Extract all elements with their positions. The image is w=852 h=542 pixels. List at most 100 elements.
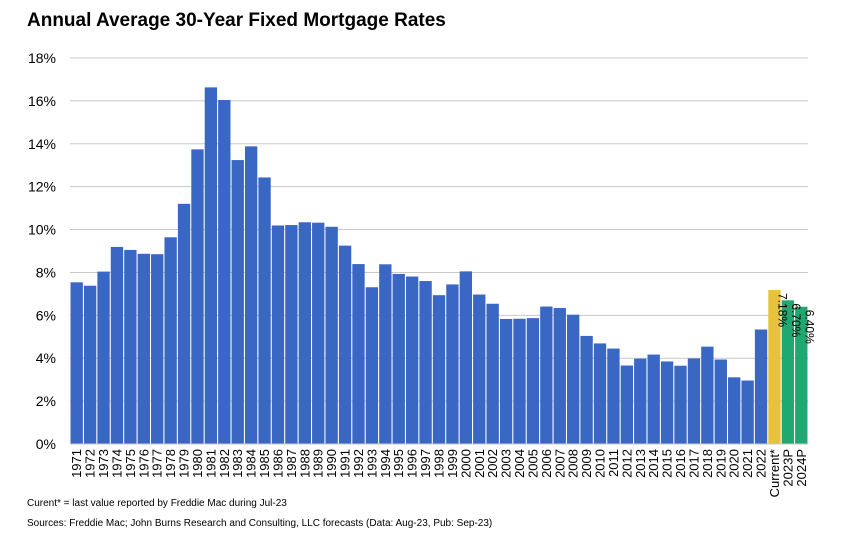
x-tick-label: 1990 [324, 449, 339, 478]
bar-2012 [620, 365, 634, 444]
bar-2019 [714, 359, 727, 444]
sources-note: Sources: Freddie Mac; John Burns Researc… [27, 518, 493, 529]
y-tick-label: 10% [28, 222, 56, 238]
x-tick-label: Current* [767, 449, 782, 497]
y-tick-label: 16% [28, 93, 56, 109]
x-tick-label: 2012 [619, 449, 634, 478]
bar-2007 [553, 308, 566, 444]
bar-2022 [754, 329, 768, 444]
x-tick-label: 1972 [83, 449, 98, 478]
bar-1995 [392, 273, 405, 444]
bar-1972 [83, 285, 97, 444]
y-tick-label: 12% [28, 179, 56, 195]
bar-2011 [607, 348, 620, 444]
x-tick-label: 1987 [284, 449, 299, 478]
y-tick-label: 6% [36, 307, 56, 323]
y-tick-label: 0% [36, 436, 56, 452]
x-tick-label: 2003 [499, 449, 514, 478]
x-tick-label: 1997 [418, 449, 433, 478]
bar-1997 [419, 281, 432, 444]
x-tick-label: 2004 [512, 449, 527, 478]
bar-1989 [312, 222, 325, 444]
bar-1971 [70, 282, 83, 444]
x-tick-label: 2020 [727, 449, 742, 478]
bar-2005 [526, 318, 540, 444]
x-tick-label: 2001 [472, 449, 487, 478]
chart-title: Annual Average 30-Year Fixed Mortgage Ra… [27, 10, 446, 31]
bars [70, 87, 808, 444]
bar-1982 [218, 100, 231, 444]
x-tick-label: 1992 [351, 449, 366, 478]
bar-2013 [634, 358, 647, 444]
y-tick-label: 18% [28, 50, 56, 66]
bar-1978 [164, 237, 177, 444]
bar-1979 [177, 203, 191, 444]
bar-1980 [191, 149, 204, 444]
x-tick-label: 1993 [364, 449, 379, 478]
bar-1992 [352, 264, 365, 444]
bar-2004 [513, 318, 526, 444]
x-tick-label: 2014 [646, 449, 661, 478]
bar-1973 [97, 271, 110, 444]
bar-1981 [204, 87, 218, 444]
x-tick-label: 2016 [673, 449, 688, 478]
y-tick-label: 2% [36, 393, 56, 409]
x-tick-label: 2009 [579, 449, 594, 478]
bar-2023p [781, 300, 795, 444]
bar-1998 [432, 295, 446, 444]
data-label: 7.18% [775, 293, 789, 327]
x-tick-label: 2018 [700, 449, 715, 478]
x-tick-label: 2024P [794, 449, 809, 487]
bar-1983 [231, 160, 244, 444]
data-labels: 7.18% 6.70% 6.40% [775, 293, 816, 344]
x-tick-label: 1971 [69, 449, 84, 478]
bar-2009 [580, 335, 593, 444]
y-axis-ticks: 0% 2% 4% 6% 8% 10% 12% 14% 16% 18% [28, 50, 56, 452]
data-label: 6.40% [802, 310, 816, 344]
x-tick-label: 1999 [445, 449, 460, 478]
x-tick-label: 2007 [552, 449, 567, 478]
bar-2003 [499, 318, 513, 444]
bar-1996 [405, 276, 419, 444]
bar-1999 [446, 284, 459, 444]
x-tick-label: 1995 [391, 449, 406, 478]
bar-1991 [338, 245, 352, 444]
x-tick-label: 1980 [190, 449, 205, 478]
bar-1993 [365, 287, 379, 444]
x-tick-label: 1981 [203, 449, 218, 478]
x-tick-label: 1989 [311, 449, 326, 478]
bar-2001 [473, 294, 486, 444]
x-tick-label: 2021 [740, 449, 755, 478]
bar-2018 [701, 346, 714, 444]
bar-1976 [137, 253, 150, 444]
bar-2000 [459, 271, 473, 444]
x-axis-ticks: 1971197219731974197519761977197819791980… [69, 449, 809, 497]
x-tick-label: 1979 [177, 449, 192, 478]
bar-current [768, 290, 781, 444]
x-tick-label: 1985 [257, 449, 272, 478]
bar-2015 [660, 361, 674, 444]
x-tick-label: 1974 [109, 449, 124, 478]
x-tick-label: 2011 [606, 449, 621, 477]
x-tick-label: 2006 [539, 449, 554, 478]
data-label: 6.70% [789, 303, 803, 337]
bar-1975 [124, 249, 137, 444]
x-tick-label: 2005 [525, 449, 540, 478]
x-tick-label: 1982 [217, 449, 232, 478]
bar-1984 [244, 146, 258, 444]
bar-1988 [298, 222, 311, 444]
x-tick-label: 2017 [686, 449, 701, 478]
bar-1974 [110, 246, 124, 444]
x-tick-label: 1986 [270, 449, 285, 478]
x-tick-label: 2015 [660, 449, 675, 478]
bar-2021 [741, 380, 754, 444]
bar-2014 [647, 354, 660, 444]
x-tick-label: 2000 [458, 449, 473, 478]
x-tick-label: 2022 [754, 449, 769, 478]
footnote: Curent* = last value reported by Freddie… [27, 498, 287, 509]
x-tick-label: 1994 [378, 449, 393, 478]
x-tick-label: 2010 [593, 449, 608, 478]
y-tick-label: 4% [36, 350, 56, 366]
bar-2016 [674, 365, 687, 444]
